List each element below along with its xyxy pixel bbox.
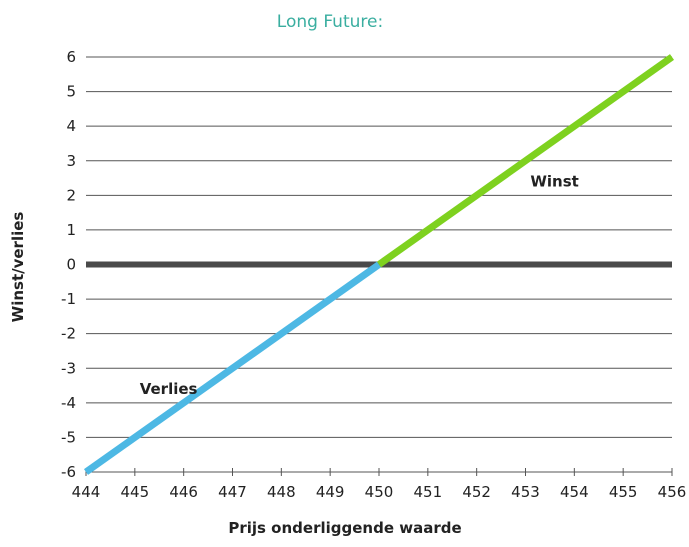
- x-tick-label: 455: [609, 483, 638, 501]
- x-tick-label: 446: [169, 483, 198, 501]
- x-tick-label: 448: [267, 483, 296, 501]
- y-tick-label: -3: [61, 359, 76, 377]
- y-tick-labels: -6 -5 -4 -3 -2 -1 0 1 2 3 4 5 6: [61, 48, 76, 481]
- x-tick-labels: 444 445 446 447 448 449 450 451 452 453 454 455 456: [72, 483, 687, 501]
- series-line-profit: [376, 54, 675, 268]
- x-tick-label: 453: [511, 483, 540, 501]
- y-tick-label: 3: [66, 152, 76, 170]
- annotation-verlies: Verlies: [140, 380, 198, 398]
- y-tick-label: 2: [66, 186, 76, 204]
- y-tick-label: -5: [61, 428, 76, 446]
- y-tick-label: 5: [66, 83, 76, 101]
- annotations: Winst Verlies: [140, 173, 579, 399]
- y-tick-label: 0: [66, 256, 76, 274]
- chart-title: Long Future:: [277, 12, 383, 32]
- annotation-winst: Winst: [530, 173, 578, 191]
- series-line-loss: [83, 261, 382, 475]
- y-tick-label: -6: [61, 463, 76, 481]
- x-tick-label: 454: [560, 483, 589, 501]
- payoff-lines: [83, 54, 675, 475]
- y-tick-label: -2: [61, 325, 76, 343]
- x-tick-label: 447: [218, 483, 247, 501]
- x-tick-label: 451: [414, 483, 443, 501]
- x-tick-label: 449: [316, 483, 345, 501]
- x-tick-label: 456: [658, 483, 687, 501]
- x-axis-title: Prijs onderliggende waarde: [228, 519, 461, 537]
- y-tick-label: 6: [66, 48, 76, 66]
- x-tick-label: 450: [365, 483, 394, 501]
- y-tick-label: -4: [61, 394, 76, 412]
- x-tick-label: 444: [72, 483, 101, 501]
- x-tick-label: 445: [121, 483, 150, 501]
- y-tick-label: 4: [66, 117, 76, 135]
- y-axis-title: Winst/verlies: [9, 212, 27, 323]
- y-tick-label: -1: [61, 290, 76, 308]
- y-tick-label: 1: [66, 221, 76, 239]
- x-tick-label: 452: [462, 483, 491, 501]
